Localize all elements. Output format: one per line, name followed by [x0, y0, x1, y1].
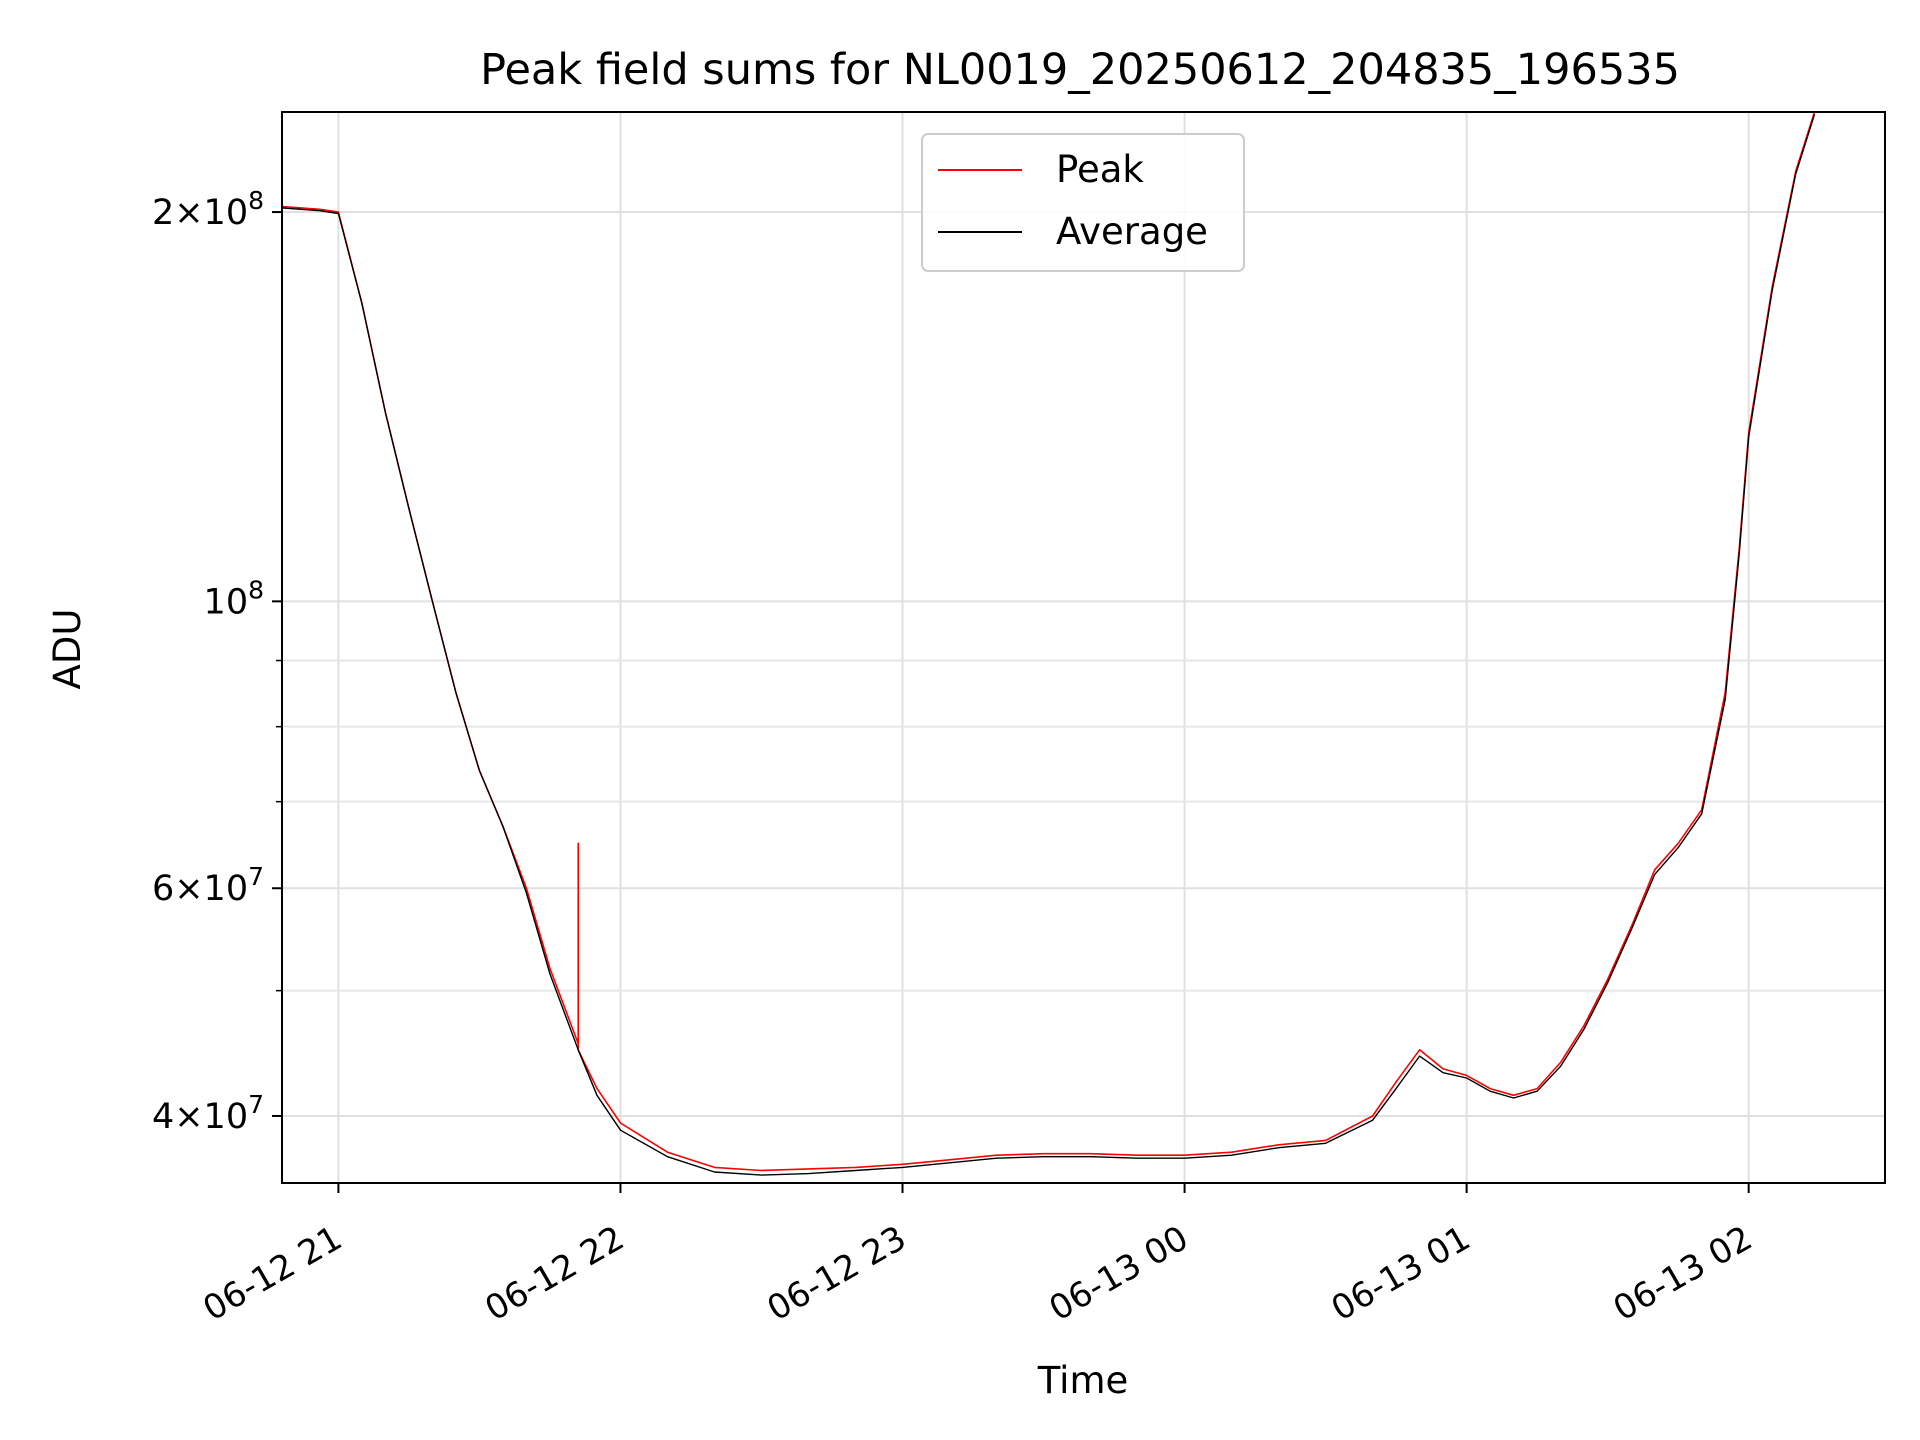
y-tick-label: 6×107: [152, 862, 264, 909]
axes-frame: [281, 111, 1886, 1184]
legend: Peak Average: [921, 133, 1245, 272]
chart-title: Peak field sums for NL0019_20250612_2048…: [480, 45, 1680, 95]
plot-series: [281, 111, 1816, 1176]
y-tick-label: 4×107: [152, 1090, 264, 1137]
series-line-average: [281, 114, 1816, 1176]
x-axis-label: Time: [1037, 1359, 1129, 1402]
y-axis-ticks: 4×107 6×107 108 2×108: [152, 186, 282, 1137]
y-tick-label: 108: [204, 575, 264, 622]
legend-box: [921, 133, 1245, 272]
y-tick-label: 2×108: [152, 186, 264, 233]
y-axis-label: ADU: [46, 609, 89, 690]
legend-label-peak: Peak: [1056, 148, 1144, 191]
legend-label-average: Average: [1056, 210, 1208, 253]
